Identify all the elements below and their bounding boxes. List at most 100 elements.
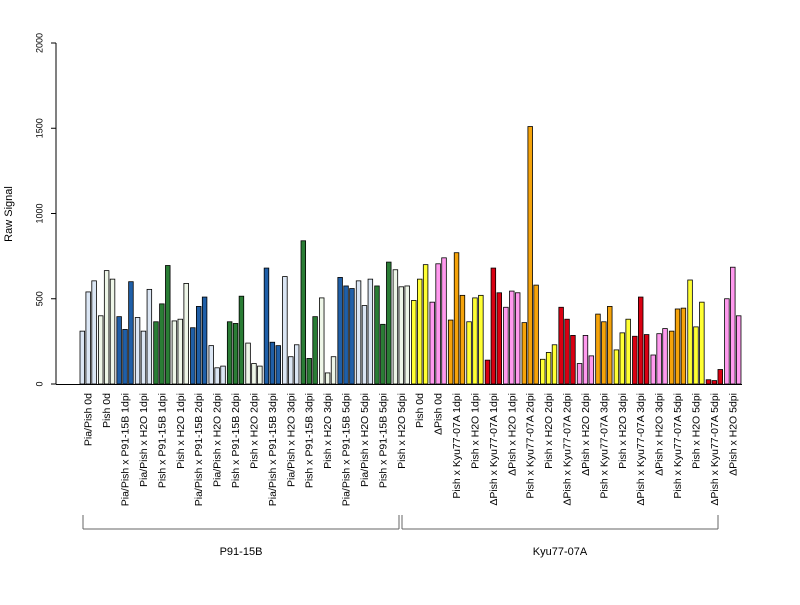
- bar: [619, 332, 625, 385]
- bar: [116, 316, 122, 385]
- bars-layer: [79, 126, 742, 385]
- bar: [662, 328, 668, 385]
- group-label: P91-15B: [220, 546, 263, 558]
- bar: [441, 257, 447, 385]
- bar: [190, 327, 196, 385]
- x-tick-label: Pia/Pish x P91-15B 1dpi: [120, 393, 132, 506]
- bar: [214, 367, 220, 385]
- bar: [282, 276, 288, 385]
- bar: [312, 316, 318, 385]
- bar: [398, 286, 404, 385]
- bar: [159, 303, 165, 385]
- x-tick-label: ΔPish x Kyu77-07A 5dpi: [709, 393, 721, 506]
- bar: [551, 344, 558, 385]
- bar: [588, 355, 595, 385]
- x-tick-label: Pish x H2O 5dpi: [396, 393, 408, 469]
- bar: [595, 313, 601, 385]
- bar: [680, 307, 687, 385]
- x-axis: Pia/Pish 0d Pish 0d Pia/Pish x P91-15B 1dp…: [56, 384, 742, 506]
- x-tick-label: Pish x H2O 2dpi: [543, 393, 555, 469]
- bar: [730, 266, 736, 385]
- bar: [91, 280, 97, 385]
- x-tick-label: ΔPish x H2O 5dpi: [727, 393, 739, 476]
- bar: [380, 323, 386, 385]
- bar: [269, 341, 276, 385]
- bar: [238, 295, 245, 385]
- bar: [638, 296, 644, 385]
- y-tick-label: 1000: [34, 203, 44, 223]
- bar: [650, 354, 656, 385]
- bar: [85, 291, 91, 385]
- bar: [183, 282, 189, 385]
- bar: [735, 315, 742, 385]
- bar: [576, 363, 583, 385]
- x-tick-label: Pish 0d: [414, 393, 426, 428]
- bar: [533, 284, 539, 385]
- bar: [558, 306, 564, 385]
- bar: [484, 359, 491, 385]
- bar: [435, 263, 441, 385]
- x-tick-label: ΔPish 0d: [433, 393, 445, 435]
- x-tick-label: Pish x Kyu77-07A 5dpi: [672, 393, 684, 499]
- y-axis-title: Raw Signal: [3, 186, 15, 242]
- bar: [288, 356, 294, 385]
- bar: [300, 240, 307, 385]
- x-tick-label: Pia/Pish x H2O 2dpi: [212, 393, 224, 487]
- x-tick-label: Pish x H2O 1dpi: [175, 393, 187, 469]
- x-tick-label: Pia/Pish x P91-15B 2dpi: [193, 393, 205, 506]
- bar: [521, 322, 528, 385]
- bar: [503, 306, 509, 385]
- bar: [540, 358, 546, 385]
- x-tick-label: Pia/Pish 0d: [83, 393, 95, 446]
- bar: [208, 345, 214, 385]
- bar: [79, 330, 86, 385]
- y-axis: 0 500 1000 1500 2000: [34, 33, 57, 387]
- bar: [275, 345, 281, 385]
- x-tick-label: Pish 0d: [101, 393, 113, 428]
- bar: [201, 296, 208, 385]
- x-tick-label: Pish x H2O 3dpi: [617, 393, 629, 469]
- bar: [330, 356, 337, 385]
- bar: [349, 288, 355, 385]
- bar: [109, 278, 116, 385]
- bar: [251, 363, 257, 385]
- bar: [478, 294, 484, 385]
- x-tick-label: Pia/Pish x P91-15B 3dpi: [267, 393, 279, 506]
- bar: [717, 369, 723, 385]
- bar: [245, 342, 251, 385]
- bar: [404, 285, 410, 385]
- bar: [693, 326, 699, 385]
- bar: [570, 335, 576, 385]
- bar: [392, 269, 399, 385]
- x-tick-label: Pish x Kyu77-07A 1dpi: [451, 393, 463, 499]
- bar: [374, 285, 380, 385]
- x-tick-label: Pia/Pish x H2O 5dpi: [359, 393, 371, 487]
- bar: [165, 265, 171, 385]
- bar: [263, 267, 270, 385]
- bar: [625, 318, 631, 385]
- bar: [447, 319, 454, 385]
- bar: [472, 297, 478, 385]
- group-brackets: P91-15B Kyu77-07A: [82, 515, 719, 558]
- x-tick-label: ΔPish x Kyu77-07A 1dpi: [488, 393, 500, 506]
- bar: [705, 379, 712, 385]
- bar: [527, 126, 533, 385]
- x-tick-label: Pish x H2O 1dpi: [469, 393, 481, 469]
- bar: [422, 264, 429, 385]
- bar: [319, 297, 325, 385]
- bar: [232, 323, 239, 385]
- bar: [613, 349, 620, 385]
- x-tick-label: Pia/Pish x P91-15B 5dpi: [341, 393, 353, 506]
- x-tick-label: Pish x Kyu77-07A 2dpi: [525, 393, 537, 499]
- group-label: Kyu77-07A: [533, 546, 588, 558]
- bar: [509, 290, 515, 385]
- bar: [386, 261, 392, 385]
- bar: [337, 277, 343, 385]
- bar: [687, 279, 693, 385]
- x-tick-label: Pia/Pish x H2O 3dpi: [285, 393, 297, 487]
- bar: [196, 306, 202, 385]
- bar: [668, 330, 675, 385]
- y-tick-label: 1500: [34, 118, 44, 138]
- x-tick-label: ΔPish x H2O 2dpi: [580, 393, 592, 476]
